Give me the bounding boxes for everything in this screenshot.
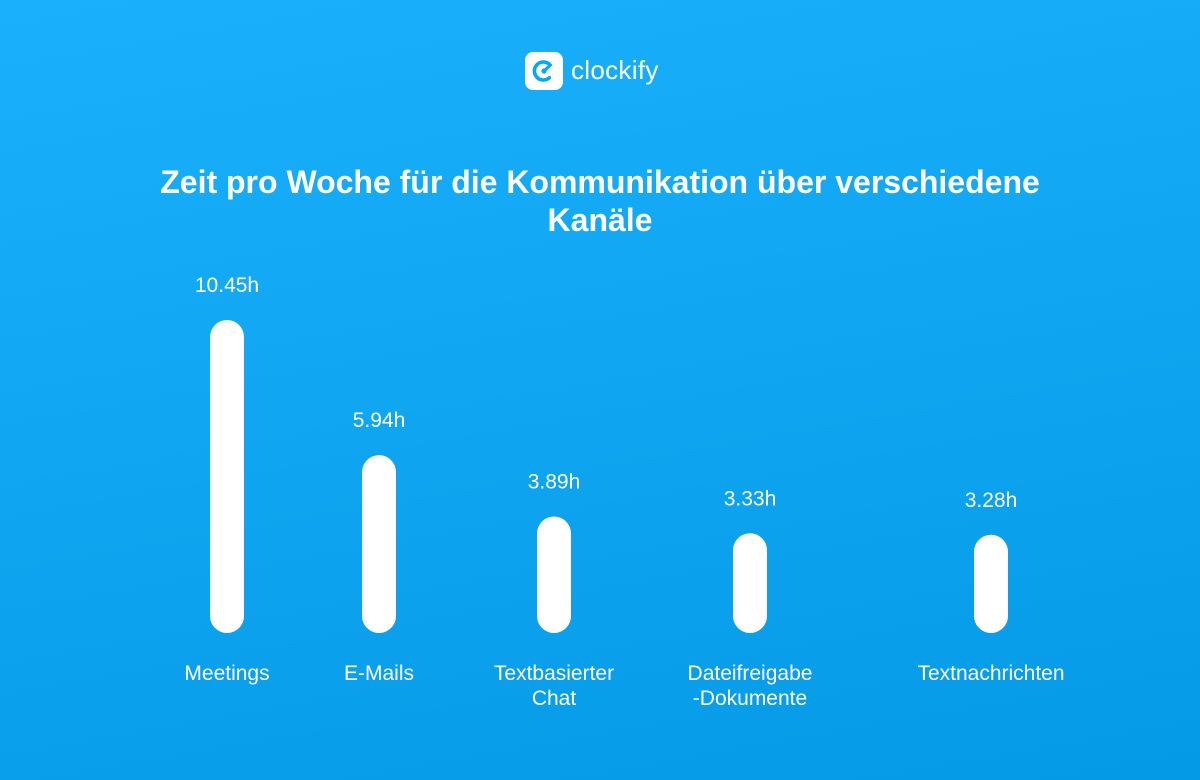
value-label-1: 5.94h <box>353 409 406 432</box>
category-label-1: E-Mails <box>344 662 414 685</box>
brand-name: clockify <box>571 54 659 85</box>
value-label-4: 3.28h <box>965 489 1018 512</box>
category-label-4: Textnachrichten <box>917 662 1064 685</box>
category-label-line: Dateifreigabe <box>688 662 813 685</box>
bar-1 <box>362 455 396 633</box>
chart-title: Zeit pro Woche für die Kommunikation übe… <box>160 164 1040 238</box>
value-label-3: 3.33h <box>724 487 777 510</box>
bar-3 <box>733 533 767 633</box>
category-label-line: -Dokumente <box>693 687 807 710</box>
category-label-0: Meetings <box>184 662 269 685</box>
value-label-0: 10.45h <box>195 274 259 297</box>
category-label-3: Dateifreigabe -Dokumente <box>688 662 813 710</box>
category-label-2: Textbasierter Chat <box>494 662 614 710</box>
clockify-logo-icon <box>525 52 563 90</box>
category-label-line: Textbasierter <box>494 662 614 685</box>
category-label-line: Meetings <box>184 662 269 685</box>
category-label-line: E-Mails <box>344 662 414 685</box>
bar-0 <box>210 320 244 633</box>
bar-2 <box>537 516 571 633</box>
category-label-line: Textnachrichten <box>917 662 1064 685</box>
category-label-line: Chat <box>532 687 577 710</box>
brand-logo: clockify <box>525 52 659 90</box>
bar-4 <box>974 534 1008 633</box>
value-label-2: 3.89h <box>528 470 581 493</box>
